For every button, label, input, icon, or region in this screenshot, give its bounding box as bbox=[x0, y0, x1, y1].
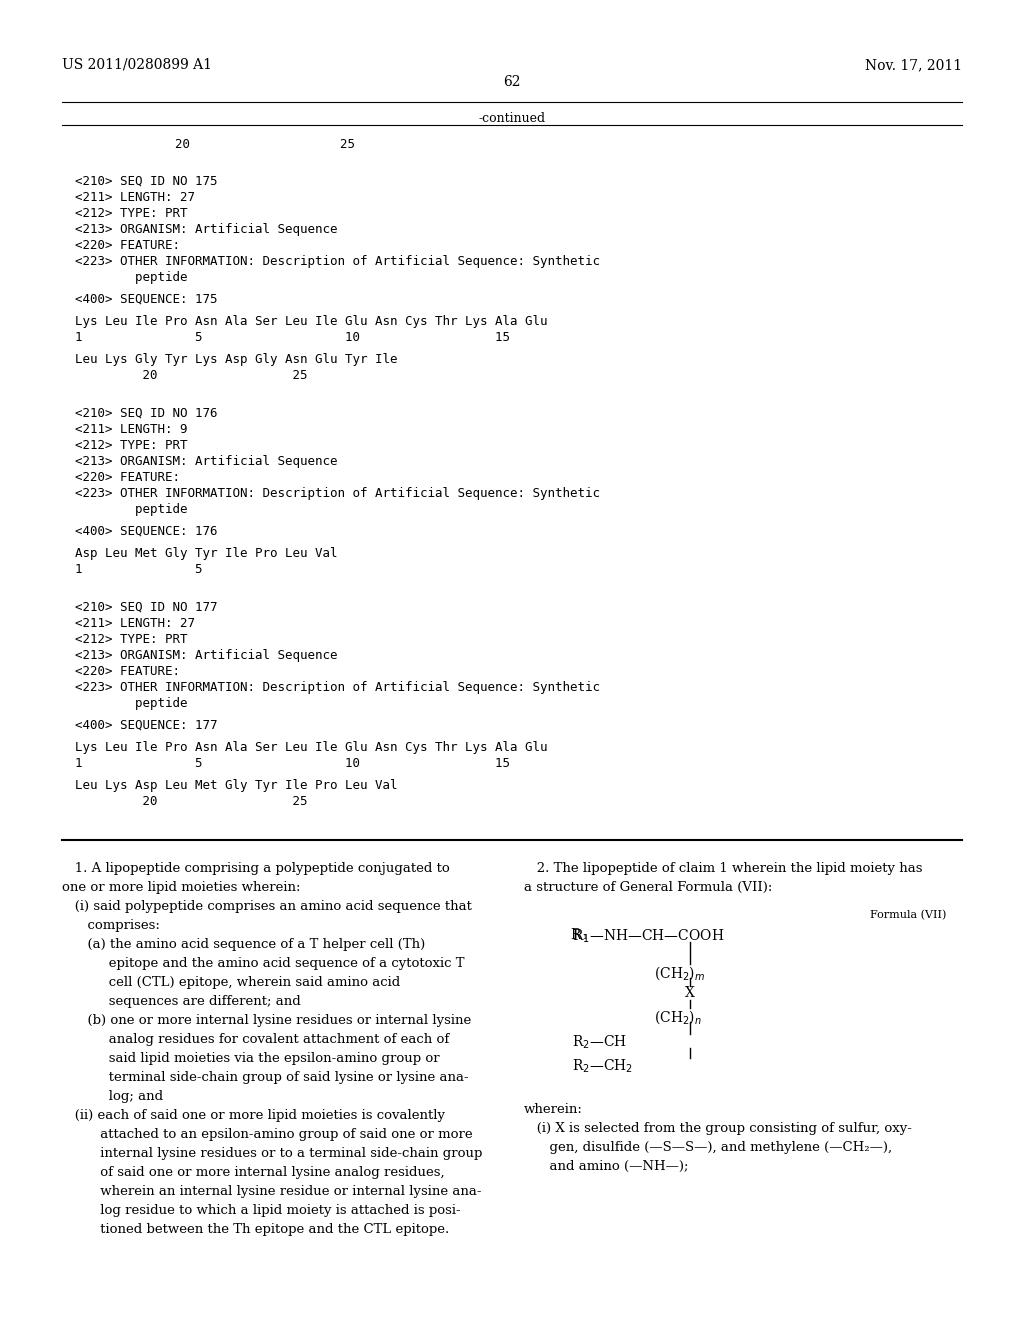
Text: one or more lipid moieties wherein:: one or more lipid moieties wherein: bbox=[62, 880, 300, 894]
Text: <220> FEATURE:: <220> FEATURE: bbox=[75, 471, 180, 484]
Text: sequences are different; and: sequences are different; and bbox=[62, 995, 301, 1008]
Text: epitope and the amino acid sequence of a cytotoxic T: epitope and the amino acid sequence of a… bbox=[62, 957, 465, 970]
Text: of said one or more internal lysine analog residues,: of said one or more internal lysine anal… bbox=[62, 1166, 444, 1179]
Text: Asp Leu Met Gly Tyr Ile Pro Leu Val: Asp Leu Met Gly Tyr Ile Pro Leu Val bbox=[75, 546, 338, 560]
Text: <213> ORGANISM: Artificial Sequence: <213> ORGANISM: Artificial Sequence bbox=[75, 649, 338, 663]
Text: <223> OTHER INFORMATION: Description of Artificial Sequence: Synthetic: <223> OTHER INFORMATION: Description of … bbox=[75, 681, 600, 694]
Text: a structure of General Formula (VII):: a structure of General Formula (VII): bbox=[524, 880, 772, 894]
Text: gen, disulfide (—S—S—), and methylene (—CH₂—),: gen, disulfide (—S—S—), and methylene (—… bbox=[524, 1140, 892, 1154]
Text: Leu Lys Gly Tyr Lys Asp Gly Asn Glu Tyr Ile: Leu Lys Gly Tyr Lys Asp Gly Asn Glu Tyr … bbox=[75, 352, 397, 366]
Text: 20                  25: 20 25 bbox=[75, 370, 307, 381]
Text: R$_2$—CH: R$_2$—CH bbox=[572, 1034, 627, 1052]
Text: Nov. 17, 2011: Nov. 17, 2011 bbox=[865, 58, 962, 73]
Text: (a) the amino acid sequence of a T helper cell (Th): (a) the amino acid sequence of a T helpe… bbox=[62, 939, 425, 950]
Text: cell (CTL) epitope, wherein said amino acid: cell (CTL) epitope, wherein said amino a… bbox=[62, 975, 400, 989]
Text: <210> SEQ ID NO 176: <210> SEQ ID NO 176 bbox=[75, 407, 217, 420]
Text: $_{1}$: $_{1}$ bbox=[582, 932, 588, 941]
Text: (i) said polypeptide comprises an amino acid sequence that: (i) said polypeptide comprises an amino … bbox=[62, 900, 472, 913]
Text: <223> OTHER INFORMATION: Description of Artificial Sequence: Synthetic: <223> OTHER INFORMATION: Description of … bbox=[75, 255, 600, 268]
Text: R$_1$—NH—CH—COOH: R$_1$—NH—CH—COOH bbox=[572, 928, 724, 945]
Text: <210> SEQ ID NO 177: <210> SEQ ID NO 177 bbox=[75, 601, 217, 614]
Text: said lipid moieties via the epsilon-amino group or: said lipid moieties via the epsilon-amin… bbox=[62, 1052, 439, 1065]
Text: peptide: peptide bbox=[75, 697, 187, 710]
Text: <212> TYPE: PRT: <212> TYPE: PRT bbox=[75, 634, 187, 645]
Text: <220> FEATURE:: <220> FEATURE: bbox=[75, 665, 180, 678]
Text: Leu Lys Asp Leu Met Gly Tyr Ile Pro Leu Val: Leu Lys Asp Leu Met Gly Tyr Ile Pro Leu … bbox=[75, 779, 397, 792]
Text: internal lysine residues or to a terminal side-chain group: internal lysine residues or to a termina… bbox=[62, 1147, 482, 1160]
Text: (ii) each of said one or more lipid moieties is covalently: (ii) each of said one or more lipid moie… bbox=[62, 1109, 445, 1122]
Text: 1. A lipopeptide comprising a polypeptide conjugated to: 1. A lipopeptide comprising a polypeptid… bbox=[62, 862, 450, 875]
Text: X: X bbox=[685, 986, 695, 1001]
Text: 20                    25: 20 25 bbox=[100, 139, 355, 150]
Text: (b) one or more internal lysine residues or internal lysine: (b) one or more internal lysine residues… bbox=[62, 1014, 471, 1027]
Text: log residue to which a lipid moiety is attached is posi-: log residue to which a lipid moiety is a… bbox=[62, 1204, 461, 1217]
Text: <223> OTHER INFORMATION: Description of Artificial Sequence: Synthetic: <223> OTHER INFORMATION: Description of … bbox=[75, 487, 600, 500]
Text: 1               5: 1 5 bbox=[75, 564, 203, 576]
Text: peptide: peptide bbox=[75, 503, 187, 516]
Text: wherein an internal lysine residue or internal lysine ana-: wherein an internal lysine residue or in… bbox=[62, 1185, 481, 1199]
Text: 62: 62 bbox=[503, 75, 521, 88]
Text: <213> ORGANISM: Artificial Sequence: <213> ORGANISM: Artificial Sequence bbox=[75, 455, 338, 469]
Text: <212> TYPE: PRT: <212> TYPE: PRT bbox=[75, 440, 187, 451]
Text: log; and: log; and bbox=[62, 1090, 163, 1104]
Text: <212> TYPE: PRT: <212> TYPE: PRT bbox=[75, 207, 187, 220]
Text: <220> FEATURE:: <220> FEATURE: bbox=[75, 239, 180, 252]
Text: tioned between the Th epitope and the CTL epitope.: tioned between the Th epitope and the CT… bbox=[62, 1224, 450, 1236]
Text: Lys Leu Ile Pro Asn Ala Ser Leu Ile Glu Asn Cys Thr Lys Ala Glu: Lys Leu Ile Pro Asn Ala Ser Leu Ile Glu … bbox=[75, 315, 548, 327]
Text: -continued: -continued bbox=[478, 112, 546, 125]
Text: <400> SEQUENCE: 175: <400> SEQUENCE: 175 bbox=[75, 293, 217, 306]
Text: Formula (VII): Formula (VII) bbox=[870, 909, 946, 920]
Text: attached to an epsilon-amino group of said one or more: attached to an epsilon-amino group of sa… bbox=[62, 1129, 473, 1140]
Text: 1               5                   10                  15: 1 5 10 15 bbox=[75, 331, 510, 345]
Text: 2. The lipopeptide of claim 1 wherein the lipid moiety has: 2. The lipopeptide of claim 1 wherein th… bbox=[524, 862, 923, 875]
Text: <211> LENGTH: 9: <211> LENGTH: 9 bbox=[75, 422, 187, 436]
Text: <400> SEQUENCE: 176: <400> SEQUENCE: 176 bbox=[75, 525, 217, 539]
Text: <213> ORGANISM: Artificial Sequence: <213> ORGANISM: Artificial Sequence bbox=[75, 223, 338, 236]
Text: <400> SEQUENCE: 177: <400> SEQUENCE: 177 bbox=[75, 719, 217, 733]
Text: (CH$_2$)$_n$: (CH$_2$)$_n$ bbox=[654, 1008, 701, 1026]
Text: R$_2$—CH$_2$: R$_2$—CH$_2$ bbox=[572, 1059, 633, 1076]
Text: 20                  25: 20 25 bbox=[75, 795, 307, 808]
Text: wherein:: wherein: bbox=[524, 1104, 583, 1115]
Text: (CH$_2$)$_m$: (CH$_2$)$_m$ bbox=[654, 964, 706, 982]
Text: (i) X is selected from the group consisting of sulfur, oxy-: (i) X is selected from the group consist… bbox=[524, 1122, 912, 1135]
Text: and amino (—NH—);: and amino (—NH—); bbox=[524, 1160, 688, 1173]
Text: terminal side-chain group of said lysine or lysine ana-: terminal side-chain group of said lysine… bbox=[62, 1071, 469, 1084]
Text: peptide: peptide bbox=[75, 271, 187, 284]
Text: <211> LENGTH: 27: <211> LENGTH: 27 bbox=[75, 616, 195, 630]
Text: 1               5                   10                  15: 1 5 10 15 bbox=[75, 756, 510, 770]
Text: R: R bbox=[570, 928, 581, 942]
Text: comprises:: comprises: bbox=[62, 919, 160, 932]
Text: <211> LENGTH: 27: <211> LENGTH: 27 bbox=[75, 191, 195, 205]
Text: analog residues for covalent attachment of each of: analog residues for covalent attachment … bbox=[62, 1034, 450, 1045]
Text: Lys Leu Ile Pro Asn Ala Ser Leu Ile Glu Asn Cys Thr Lys Ala Glu: Lys Leu Ile Pro Asn Ala Ser Leu Ile Glu … bbox=[75, 741, 548, 754]
Text: US 2011/0280899 A1: US 2011/0280899 A1 bbox=[62, 58, 212, 73]
Text: <210> SEQ ID NO 175: <210> SEQ ID NO 175 bbox=[75, 176, 217, 187]
